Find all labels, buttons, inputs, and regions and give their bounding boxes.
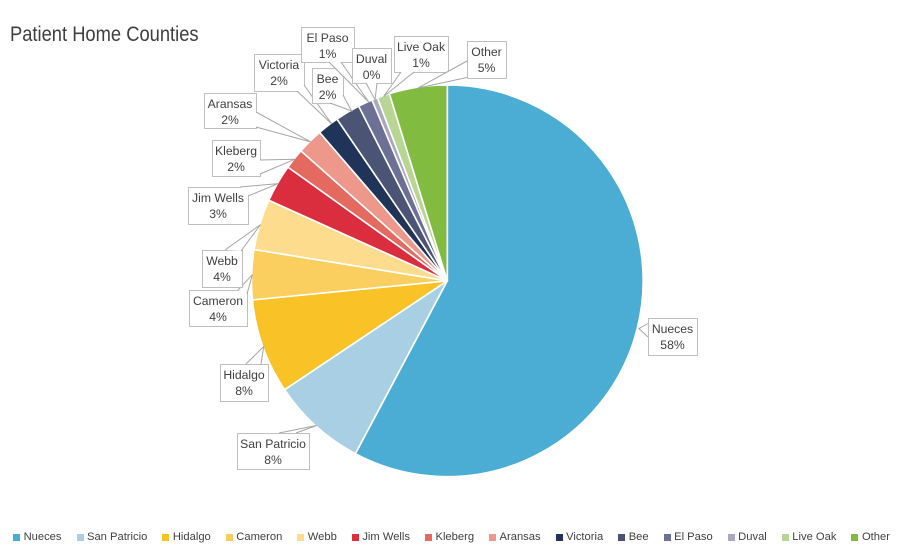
svg-text:Hidalgo: Hidalgo (223, 368, 265, 382)
svg-text:Jim Wells: Jim Wells (192, 191, 244, 205)
svg-text:0%: 0% (363, 68, 381, 82)
svg-text:2%: 2% (227, 160, 245, 174)
svg-text:4%: 4% (209, 310, 227, 324)
svg-text:4%: 4% (213, 270, 231, 284)
svg-text:2%: 2% (270, 74, 288, 88)
svg-text:Duval: Duval (356, 52, 387, 66)
svg-text:Live Oak: Live Oak (397, 40, 446, 54)
svg-text:5%: 5% (478, 61, 496, 75)
svg-text:Other: Other (471, 45, 501, 59)
svg-text:Kleberg: Kleberg (215, 144, 257, 158)
svg-text:Nueces: Nueces (652, 322, 693, 336)
svg-text:2%: 2% (221, 113, 239, 127)
svg-text:San Patricio: San Patricio (240, 437, 306, 451)
svg-text:Victoria: Victoria (259, 58, 300, 72)
svg-text:1%: 1% (319, 47, 337, 61)
svg-text:3%: 3% (209, 207, 227, 221)
svg-text:58%: 58% (660, 338, 685, 352)
svg-text:8%: 8% (264, 453, 282, 467)
svg-text:Aransas: Aransas (208, 97, 253, 111)
svg-text:1%: 1% (412, 56, 430, 70)
svg-text:Bee: Bee (317, 72, 339, 86)
svg-text:Webb: Webb (206, 254, 238, 268)
svg-text:Cameron: Cameron (193, 294, 243, 308)
svg-text:El Paso: El Paso (306, 31, 348, 45)
svg-text:8%: 8% (235, 384, 253, 398)
svg-text:2%: 2% (319, 88, 337, 102)
